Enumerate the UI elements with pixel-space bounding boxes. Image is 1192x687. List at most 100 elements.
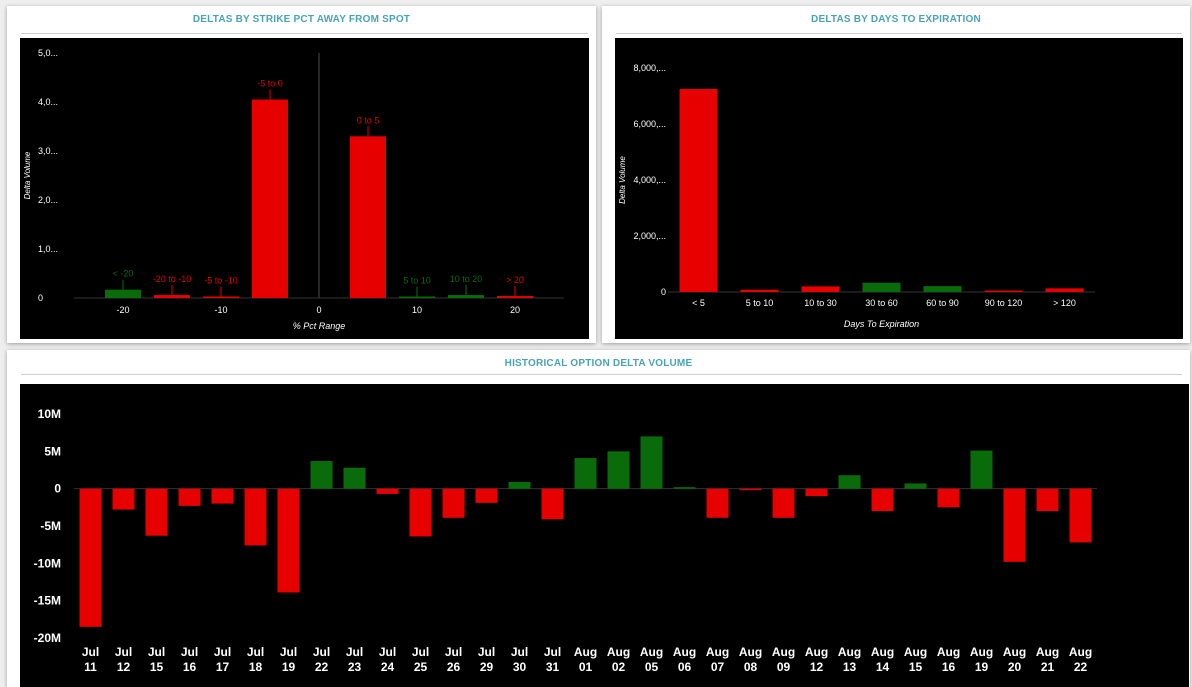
- historical-delta-panel: HISTORICAL OPTION DELTA VOLUME 10M 5M 0 -5M…: [7, 350, 1190, 687]
- y-tick-label: -10M: [34, 556, 61, 570]
- x-tick-day: 19: [282, 660, 296, 674]
- y-axis-label: Delta Volume: [23, 151, 32, 199]
- bar: [1003, 488, 1026, 562]
- y-tick-label: 6,000,...: [633, 119, 666, 129]
- bar: [310, 461, 333, 489]
- x-tick-month: Jul: [280, 645, 297, 659]
- bar: [904, 483, 927, 489]
- bar: [679, 89, 718, 292]
- bar: [112, 488, 135, 510]
- bar: [244, 488, 267, 546]
- y-tick-label: -5M: [40, 519, 61, 533]
- bar: [740, 289, 779, 292]
- x-tick-day: 22: [1074, 660, 1088, 674]
- bar: [211, 488, 234, 504]
- x-tick-month: Aug: [1003, 645, 1026, 659]
- x-tick-day: 13: [843, 660, 857, 674]
- x-tick-day: 22: [315, 660, 329, 674]
- historical-delta-chart-area: [20, 384, 1189, 687]
- x-tick-month: Aug: [904, 645, 927, 659]
- days-to-expiration-title: DELTAS BY DAYS TO EXPIRATION: [811, 14, 981, 25]
- x-tick-month: Aug: [871, 645, 894, 659]
- x-tick-label: 10 to 30: [804, 298, 837, 308]
- x-tick-month: Aug: [607, 645, 630, 659]
- x-tick-day: 16: [942, 660, 956, 674]
- x-tick-month: Jul: [511, 645, 528, 659]
- x-tick-month: Jul: [82, 645, 99, 659]
- x-tick-day: 15: [150, 660, 164, 674]
- x-tick-month: Aug: [739, 645, 762, 659]
- x-tick-month: Jul: [346, 645, 363, 659]
- x-tick-month: Aug: [574, 645, 597, 659]
- bar: [178, 488, 201, 506]
- days-to-expiration-title-rule: [616, 33, 1182, 34]
- x-tick-month: Jul: [181, 645, 198, 659]
- bar: [497, 296, 533, 298]
- bar: [574, 458, 597, 489]
- bar: [448, 295, 484, 298]
- x-tick-month: Jul: [214, 645, 231, 659]
- y-tick-label: 3,0...: [38, 146, 58, 156]
- bar-label: -5 to -10: [204, 276, 238, 286]
- bar: [350, 136, 386, 298]
- x-tick-month: Jul: [148, 645, 165, 659]
- y-tick-label: 10M: [38, 407, 61, 421]
- bar: [105, 289, 141, 298]
- bar: [739, 488, 762, 491]
- x-tick-day: 05: [645, 660, 659, 674]
- x-tick-month: Aug: [838, 645, 861, 659]
- y-tick-label: 4,0...: [38, 97, 58, 107]
- x-tick-day: 21: [1041, 660, 1055, 674]
- bar: [640, 436, 663, 489]
- days-to-expiration-chart: 0 2,000,... 4,000,... 6,000,... 8,000,... Del…: [618, 63, 1095, 329]
- x-tick-label: 0: [316, 305, 321, 315]
- x-tick-day: 08: [744, 660, 758, 674]
- x-tick-day: 11: [84, 660, 97, 674]
- x-tick-label: > 120: [1053, 298, 1076, 308]
- y-tick-label: 0: [661, 287, 666, 297]
- x-tick-month: Jul: [247, 645, 264, 659]
- bar: [970, 450, 993, 489]
- y-tick-label: -15M: [34, 594, 61, 608]
- x-tick-month: Jul: [478, 645, 495, 659]
- bar: [923, 286, 962, 292]
- bar: [376, 488, 399, 494]
- strike-pct-title-rule: [21, 33, 588, 34]
- y-tick-label: 8,000,...: [633, 63, 666, 73]
- x-tick-day: 23: [348, 660, 362, 674]
- y-tick-label: 5,0...: [38, 48, 58, 58]
- bar: [277, 488, 300, 593]
- bar: [475, 488, 498, 503]
- x-tick-month: Aug: [673, 645, 696, 659]
- x-axis-label: % Pct Range: [293, 321, 346, 331]
- x-tick-day: 20: [1008, 660, 1022, 674]
- bar: [805, 488, 828, 497]
- x-tick-day: 02: [612, 660, 626, 674]
- bar: [343, 467, 366, 489]
- x-tick-day: 30: [513, 660, 527, 674]
- x-tick-month: Aug: [772, 645, 795, 659]
- x-tick-day: 25: [414, 660, 428, 674]
- x-tick-month: Jul: [313, 645, 330, 659]
- bar-label: < -20: [113, 269, 134, 279]
- bar: [862, 282, 901, 292]
- x-tick-day: 12: [810, 660, 824, 674]
- x-tick-month: Jul: [544, 645, 561, 659]
- x-tick-day: 14: [876, 660, 890, 674]
- x-tick-month: Jul: [445, 645, 462, 659]
- x-tick-day: 29: [480, 660, 494, 674]
- strike-pct-panel: DELTAS BY STRIKE PCT AWAY FROM SPOT 0 1,0…: [7, 6, 596, 343]
- historical-delta-title: HISTORICAL OPTION DELTA VOLUME: [504, 358, 693, 369]
- y-tick-label: 4,000,...: [633, 175, 666, 185]
- strike-pct-chart-area: [20, 38, 589, 339]
- x-tick-day: 12: [117, 660, 131, 674]
- bar: [706, 488, 729, 518]
- bar: [607, 451, 630, 489]
- days-to-expiration-panel: DELTAS BY DAYS TO EXPIRATION 0 2,000,... 4…: [602, 6, 1190, 343]
- bar: [1069, 488, 1092, 543]
- y-tick-label: 2,000,...: [633, 231, 666, 241]
- x-tick-day: 31: [546, 660, 560, 674]
- historical-delta-chart: 10M5M0-5M-10M-15M-20MJul11Jul12Jul15Jul1…: [34, 407, 1097, 674]
- x-tick-day: 06: [678, 660, 692, 674]
- bar: [937, 488, 960, 508]
